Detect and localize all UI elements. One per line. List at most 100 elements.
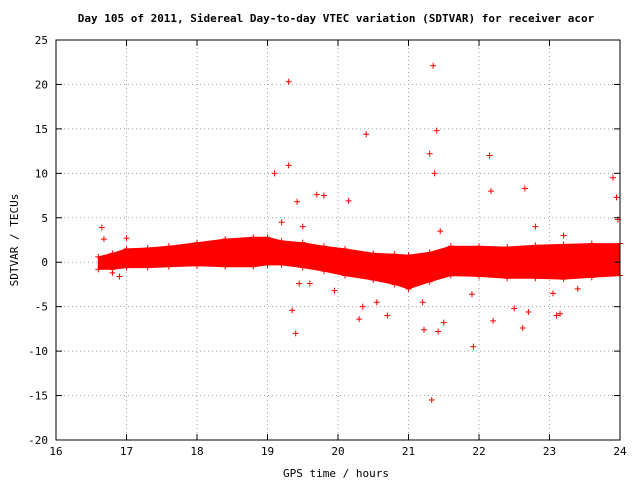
band-edge-point xyxy=(342,245,349,252)
y-tick-label: -5 xyxy=(35,301,48,314)
band-edge-point xyxy=(278,237,285,244)
chart-title: Day 105 of 2011, Sidereal Day-to-day VTE… xyxy=(78,12,595,25)
band-edge-point xyxy=(447,243,454,250)
x-tick-label: 17 xyxy=(120,445,133,458)
outlier-point xyxy=(486,152,493,159)
outlier-point xyxy=(435,328,442,335)
outlier-point xyxy=(560,232,567,239)
outlier-point xyxy=(490,317,497,324)
band-edge-point xyxy=(95,253,102,260)
y-tick-label: 15 xyxy=(35,123,48,136)
band-edge-point xyxy=(447,272,454,279)
outlier-points xyxy=(98,62,621,403)
x-tick-label: 18 xyxy=(190,445,203,458)
plot-frame xyxy=(55,39,621,441)
outlier-point xyxy=(557,310,564,317)
band-edge-point xyxy=(370,250,377,257)
outlier-point xyxy=(433,127,440,134)
band-edge-point xyxy=(299,239,306,246)
x-tick-label: 20 xyxy=(331,445,344,458)
band-edge-point xyxy=(109,250,116,257)
outlier-point xyxy=(271,170,278,177)
band-edge-point xyxy=(476,243,482,250)
outlier-point xyxy=(303,250,310,257)
band-edge-point xyxy=(264,261,271,268)
outlier-point xyxy=(285,78,292,85)
outlier-point xyxy=(299,223,306,230)
y-tick-label: 5 xyxy=(41,212,48,225)
outlier-point xyxy=(532,223,539,230)
x-tick-label: 21 xyxy=(402,445,415,458)
outlier-point xyxy=(363,131,370,138)
outlier-point xyxy=(109,269,116,276)
band-edge-point xyxy=(370,277,377,283)
outlier-point xyxy=(278,219,285,226)
outlier-point xyxy=(359,303,366,310)
y-tick-label: -10 xyxy=(28,345,48,358)
outlier-point xyxy=(373,299,380,306)
outlier-point xyxy=(296,280,303,287)
band-edge-point xyxy=(588,240,595,247)
band-edge-point xyxy=(342,272,349,279)
band-edge-point xyxy=(250,234,257,241)
band-edge-point xyxy=(532,275,539,282)
band-edge-point xyxy=(560,276,567,283)
outlier-point xyxy=(437,228,444,235)
outlier-point xyxy=(609,174,616,181)
outlier-point xyxy=(553,312,560,319)
outlier-point xyxy=(116,273,123,280)
x-tick-label: 19 xyxy=(261,445,274,458)
outlier-point xyxy=(428,397,435,403)
band-edge-point xyxy=(165,263,172,270)
y-tick-label: 0 xyxy=(41,256,48,269)
y-tick-label: 10 xyxy=(35,167,48,180)
outlier-point xyxy=(313,191,320,198)
outlier-point xyxy=(306,280,313,287)
x-tick-label: 24 xyxy=(613,445,627,458)
outlier-point xyxy=(430,62,437,69)
y-axis-label: SDTVAR / TECUs xyxy=(8,194,21,287)
band-edge-point xyxy=(426,278,433,285)
band-edge-point xyxy=(264,234,271,241)
band-edge-point xyxy=(504,244,511,251)
outlier-point xyxy=(292,330,299,337)
x-tick-label: 22 xyxy=(472,445,485,458)
band-edge-point xyxy=(476,273,482,280)
tick-labels: 16 17 18 19 20 21 22 23 24 25 20 15 10 5 0 -5 -10 -15 -20 xyxy=(28,34,627,458)
y-tick-label: -20 xyxy=(28,434,48,447)
band-edge-point xyxy=(95,266,102,273)
outlier-point xyxy=(419,299,426,306)
y-tick-label: -15 xyxy=(28,390,48,403)
outlier-point xyxy=(525,309,532,315)
band-edge-point xyxy=(560,241,567,248)
outlier-point xyxy=(613,194,620,201)
band-edge-point xyxy=(532,242,539,249)
band-edge-point xyxy=(123,264,130,271)
outlier-point xyxy=(320,192,327,199)
outlier-point xyxy=(511,305,518,312)
outlier-point xyxy=(521,185,528,192)
band-edge-point xyxy=(222,263,229,270)
band-edge-point xyxy=(391,251,398,258)
band-edge-point xyxy=(405,252,412,259)
band-edge-point xyxy=(320,268,327,275)
outlier-point xyxy=(289,307,296,314)
outlier-point xyxy=(440,319,447,326)
band-edge-point xyxy=(194,262,200,269)
outlier-point xyxy=(431,170,438,177)
outlier-point xyxy=(356,316,363,323)
outlier-point xyxy=(345,197,352,204)
band-edge-point xyxy=(278,261,285,268)
band-edge-point xyxy=(144,264,151,271)
outlier-point xyxy=(574,285,581,292)
x-tick-label: 23 xyxy=(543,445,556,458)
outlier-point xyxy=(285,162,292,169)
x-tick-label: 16 xyxy=(49,445,62,458)
band-edge-point xyxy=(299,264,306,271)
outlier-point xyxy=(384,312,391,319)
band-edge-point xyxy=(426,249,433,256)
outlier-point xyxy=(550,290,557,297)
band-edge-point xyxy=(123,245,130,252)
